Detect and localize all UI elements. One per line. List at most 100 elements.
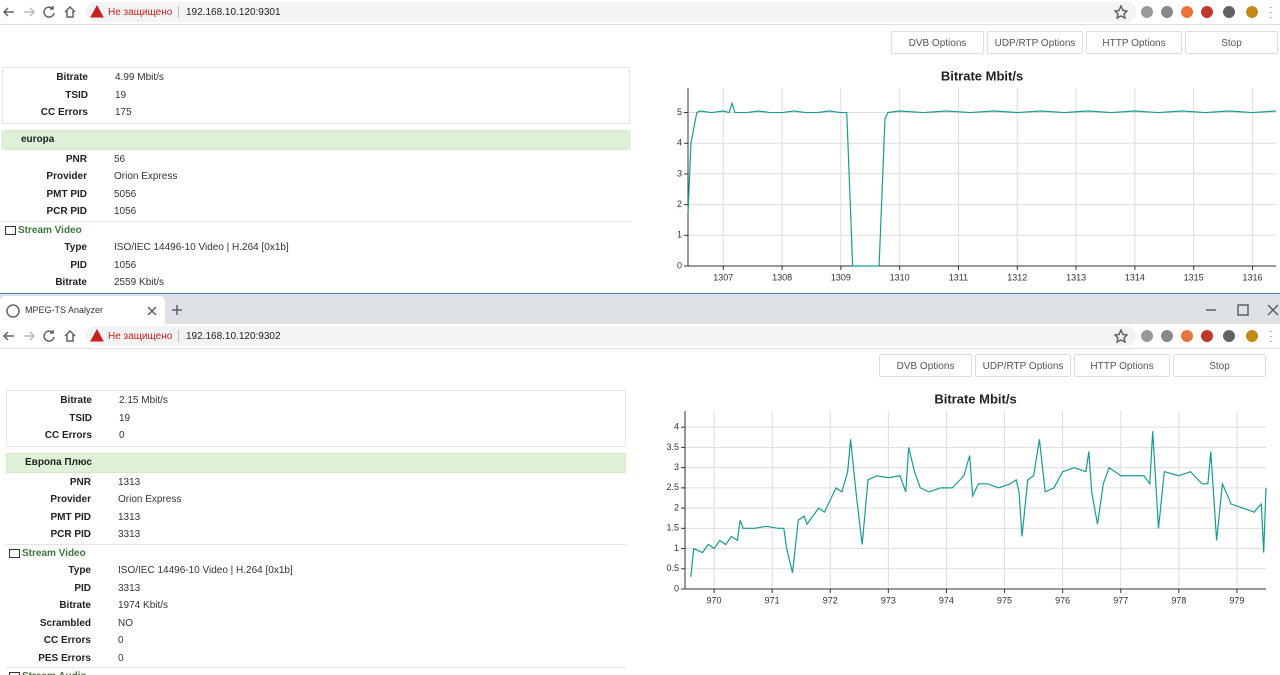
profile-avatar[interactable] [1245, 5, 1259, 19]
extension-icon[interactable] [1180, 5, 1194, 19]
row-label: CC Errors [44, 430, 92, 441]
row-value: 0 [118, 652, 124, 664]
home-shape [64, 329, 76, 342]
bookmark-star[interactable] [1114, 329, 1128, 343]
info-row: PID 3313 [6, 580, 626, 598]
extension-icon[interactable] [1222, 5, 1236, 19]
y-tick-label: 4 [674, 422, 679, 432]
row-value: 1056 [114, 206, 137, 217]
y-tick-label: 2 [674, 502, 679, 512]
warning-icon-shape [90, 5, 104, 18]
extension-icon[interactable] [1140, 5, 1154, 19]
row-label: Scrambled [39, 617, 91, 629]
security-warning[interactable]: Не защищено [108, 7, 173, 18]
extension-icon[interactable] [1160, 329, 1174, 343]
row-label: Bitrate [55, 277, 87, 288]
url[interactable]: 192.168.10.120:9302 [186, 331, 281, 342]
tab[interactable]: MPEG-TS Analyzer [0, 296, 165, 324]
toolbar-button[interactable]: HTTP Options [1086, 31, 1182, 54]
back[interactable] [2, 329, 16, 343]
row-label: PNR [65, 153, 87, 165]
row-value: Orion Express [114, 171, 178, 182]
extension-icon[interactable] [1140, 329, 1154, 343]
back-shape [2, 331, 14, 341]
tab-close-shape [147, 306, 157, 316]
tab-close[interactable] [145, 304, 159, 318]
new-tab-shape [172, 305, 182, 315]
toolbar-button[interactable]: HTTP Options [1074, 354, 1170, 377]
x-tick-label: 978 [1171, 595, 1186, 605]
extension-icon-shape [1161, 6, 1174, 18]
close-window-shape [1267, 304, 1279, 316]
info-row: Bitrate 2.15 Mbit/s [7, 392, 625, 410]
y-tick-label: 2 [677, 199, 682, 209]
stream-icon-shape [9, 672, 20, 675]
close-window[interactable] [1266, 303, 1280, 317]
x-tick-label: 971 [765, 595, 780, 605]
maximize[interactable] [1236, 303, 1250, 317]
stream-icon-shape [5, 225, 16, 235]
x-tick-label: 1310 [890, 272, 910, 282]
row-value: 3313 [118, 529, 141, 540]
row-value: 3313 [118, 582, 141, 594]
toolbar-button[interactable]: Stop [1185, 31, 1278, 54]
toolbar-button[interactable]: UDP/RTP Options [987, 31, 1083, 54]
info-row: PCR PID 1056 [2, 203, 630, 221]
forward[interactable] [22, 5, 36, 19]
toolbar-button[interactable]: UDP/RTP Options [975, 354, 1071, 377]
forward[interactable] [22, 329, 36, 343]
profile-avatar[interactable] [1245, 329, 1259, 343]
omnibox[interactable]: Не защищено 192.168.10.120:9301 [86, 2, 1136, 22]
reload[interactable] [42, 329, 56, 343]
extension-icon[interactable] [1200, 5, 1214, 19]
row-label: Provider [50, 494, 91, 505]
menu[interactable] [1264, 329, 1278, 343]
reload[interactable] [42, 5, 56, 19]
tab-favicon [6, 304, 20, 318]
profile-avatar-shape [1246, 6, 1259, 18]
service-rows: PNR 56 Provider Orion Express PMT PID 5056 PCR… [2, 150, 630, 221]
extension-icon[interactable] [1200, 329, 1214, 343]
warning-icon-shape [90, 329, 104, 342]
home[interactable] [63, 5, 77, 19]
row-label: PID [74, 582, 91, 594]
extension-icon[interactable] [1180, 329, 1194, 343]
omnibox[interactable]: Не защищено 192.168.10.120:9302 [86, 326, 1136, 346]
home[interactable] [63, 329, 77, 343]
home-shape [64, 5, 76, 18]
row-label: PCR PID [50, 529, 91, 540]
info-row: Bitrate 2559 Kbit/s [2, 274, 630, 292]
tab-bar: MPEG-TS Analyzer [0, 294, 1280, 324]
x-tick-label: 979 [1229, 595, 1244, 605]
url[interactable]: 192.168.10.120:9301 [186, 7, 281, 18]
extension-icon[interactable] [1222, 329, 1236, 343]
row-value: 19 [119, 412, 131, 424]
bookmark-star[interactable] [1114, 5, 1128, 19]
stream-icon-shape [9, 548, 20, 558]
toolbar-button[interactable]: DVB Options [879, 354, 972, 377]
row-label: PMT PID [50, 511, 91, 523]
extension-icon-shape [1161, 330, 1174, 342]
new-tab[interactable] [170, 303, 184, 317]
back-shape [2, 7, 14, 17]
x-tick-label: 975 [997, 595, 1012, 605]
menu[interactable] [1264, 5, 1278, 19]
info-row: PID 1056 [2, 257, 630, 275]
toolbar-button[interactable]: DVB Options [891, 31, 984, 54]
minimize[interactable] [1204, 303, 1218, 317]
row-label: Bitrate [56, 72, 88, 83]
security-warning[interactable]: Не защищено [108, 331, 173, 342]
address-bar: Не защищено 192.168.10.120:9302 [0, 324, 1280, 349]
x-tick-label: 977 [1113, 595, 1128, 605]
bitrate-chart: Bitrate Mbit/s 0 0.5 1 1.5 2 2.5 3 3.5 4 970 971 972… [666, 391, 1267, 605]
back[interactable] [2, 5, 16, 19]
toolbar-button[interactable]: Stop [1173, 354, 1266, 377]
row-value: 0 [119, 430, 125, 441]
stream-header: Stream Video [6, 543, 626, 563]
y-tick-label: 1 [677, 230, 682, 240]
extension-icon[interactable] [1160, 5, 1174, 19]
row-value: 1313 [118, 511, 141, 523]
row-value: 175 [115, 107, 132, 118]
stream-icon [5, 225, 16, 235]
